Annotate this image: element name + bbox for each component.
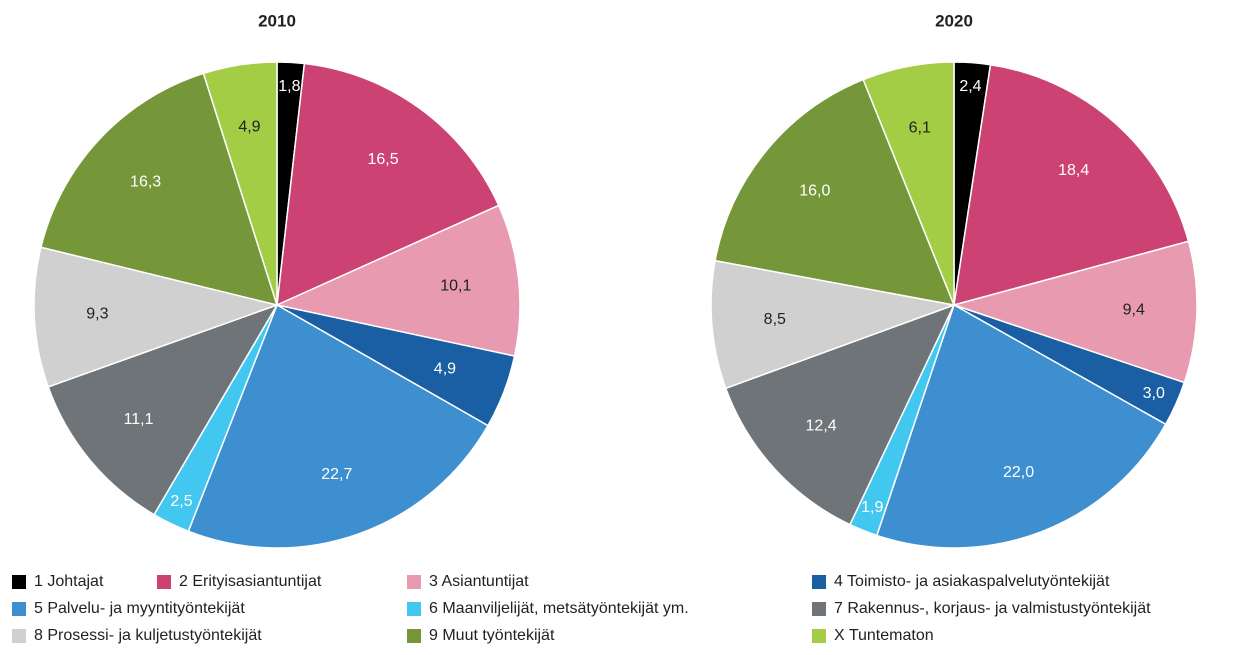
- data-label: 3,0: [1143, 385, 1165, 402]
- pie-slice: [710, 259, 957, 390]
- legend-swatch: [812, 575, 826, 589]
- pie-slice: [953, 63, 1190, 307]
- data-label: 22,7: [321, 466, 352, 483]
- pie-slice: [951, 240, 1198, 384]
- legend-swatch: [407, 602, 421, 616]
- legend-label: 2 Erityisasiantuntijat: [179, 573, 322, 590]
- legend-swatch: [12, 575, 26, 589]
- pie-slice: [714, 78, 956, 306]
- data-label: 18,4: [1058, 162, 1089, 179]
- chart-title: 2010: [258, 11, 296, 30]
- data-label: 10,1: [440, 277, 471, 294]
- data-label: 2,4: [959, 78, 981, 95]
- legend-swatch: [407, 629, 421, 643]
- data-label: 9,4: [1123, 302, 1145, 319]
- pie-slice: [187, 303, 489, 549]
- legend-swatch: [12, 629, 26, 643]
- data-label: 16,5: [367, 151, 398, 168]
- pie-slice: [47, 303, 279, 516]
- legend-label: 1 Johtajat: [34, 573, 104, 590]
- legend-label: 9 Muut työntekijät: [429, 627, 555, 644]
- legend-label: 6 Maanviljelijät, metsätyöntekijät ym.: [429, 600, 689, 617]
- data-label: 1,8: [278, 78, 300, 95]
- legend-swatch: [407, 575, 421, 589]
- pie-slice: [274, 204, 521, 357]
- data-label: 11,1: [124, 411, 154, 428]
- data-label: 16,3: [130, 173, 161, 190]
- legend-swatch: [157, 575, 171, 589]
- legend-label: 3 Asiantuntijat: [429, 573, 529, 590]
- pie-slice: [40, 72, 279, 307]
- pie-slice: [276, 62, 500, 307]
- data-label: 16,0: [799, 182, 830, 199]
- data-label: 12,4: [806, 417, 837, 434]
- pie-slice: [202, 61, 278, 306]
- pie-slice: [33, 246, 280, 388]
- data-label: 2,5: [170, 493, 192, 510]
- legend-swatch: [812, 629, 826, 643]
- legend-label: X Tuntematon: [834, 627, 934, 644]
- legend-label: 7 Rakennus-, korjaus- ja valmistustyönte…: [834, 600, 1151, 617]
- data-label: 9,3: [86, 306, 108, 323]
- legend-label: 8 Prosessi- ja kuljetustyöntekijät: [34, 627, 262, 644]
- chart-title: 2020: [935, 11, 973, 30]
- pie-slice: [862, 61, 955, 306]
- data-label: 1,9: [861, 499, 883, 516]
- legend-label: 4 Toimisto- ja asiakaspalvelutyöntekijät: [834, 573, 1110, 590]
- data-label: 8,5: [764, 311, 786, 328]
- data-label: 4,9: [238, 119, 260, 136]
- legend-swatch: [12, 602, 26, 616]
- legend-swatch: [812, 602, 826, 616]
- pie-slice: [875, 303, 1167, 549]
- data-label: 6,1: [909, 120, 931, 137]
- data-label: 4,9: [434, 361, 456, 378]
- data-label: 22,0: [1003, 464, 1034, 481]
- legend-label: 5 Palvelu- ja myyntityöntekijät: [34, 600, 245, 617]
- pie-slice: [724, 303, 956, 526]
